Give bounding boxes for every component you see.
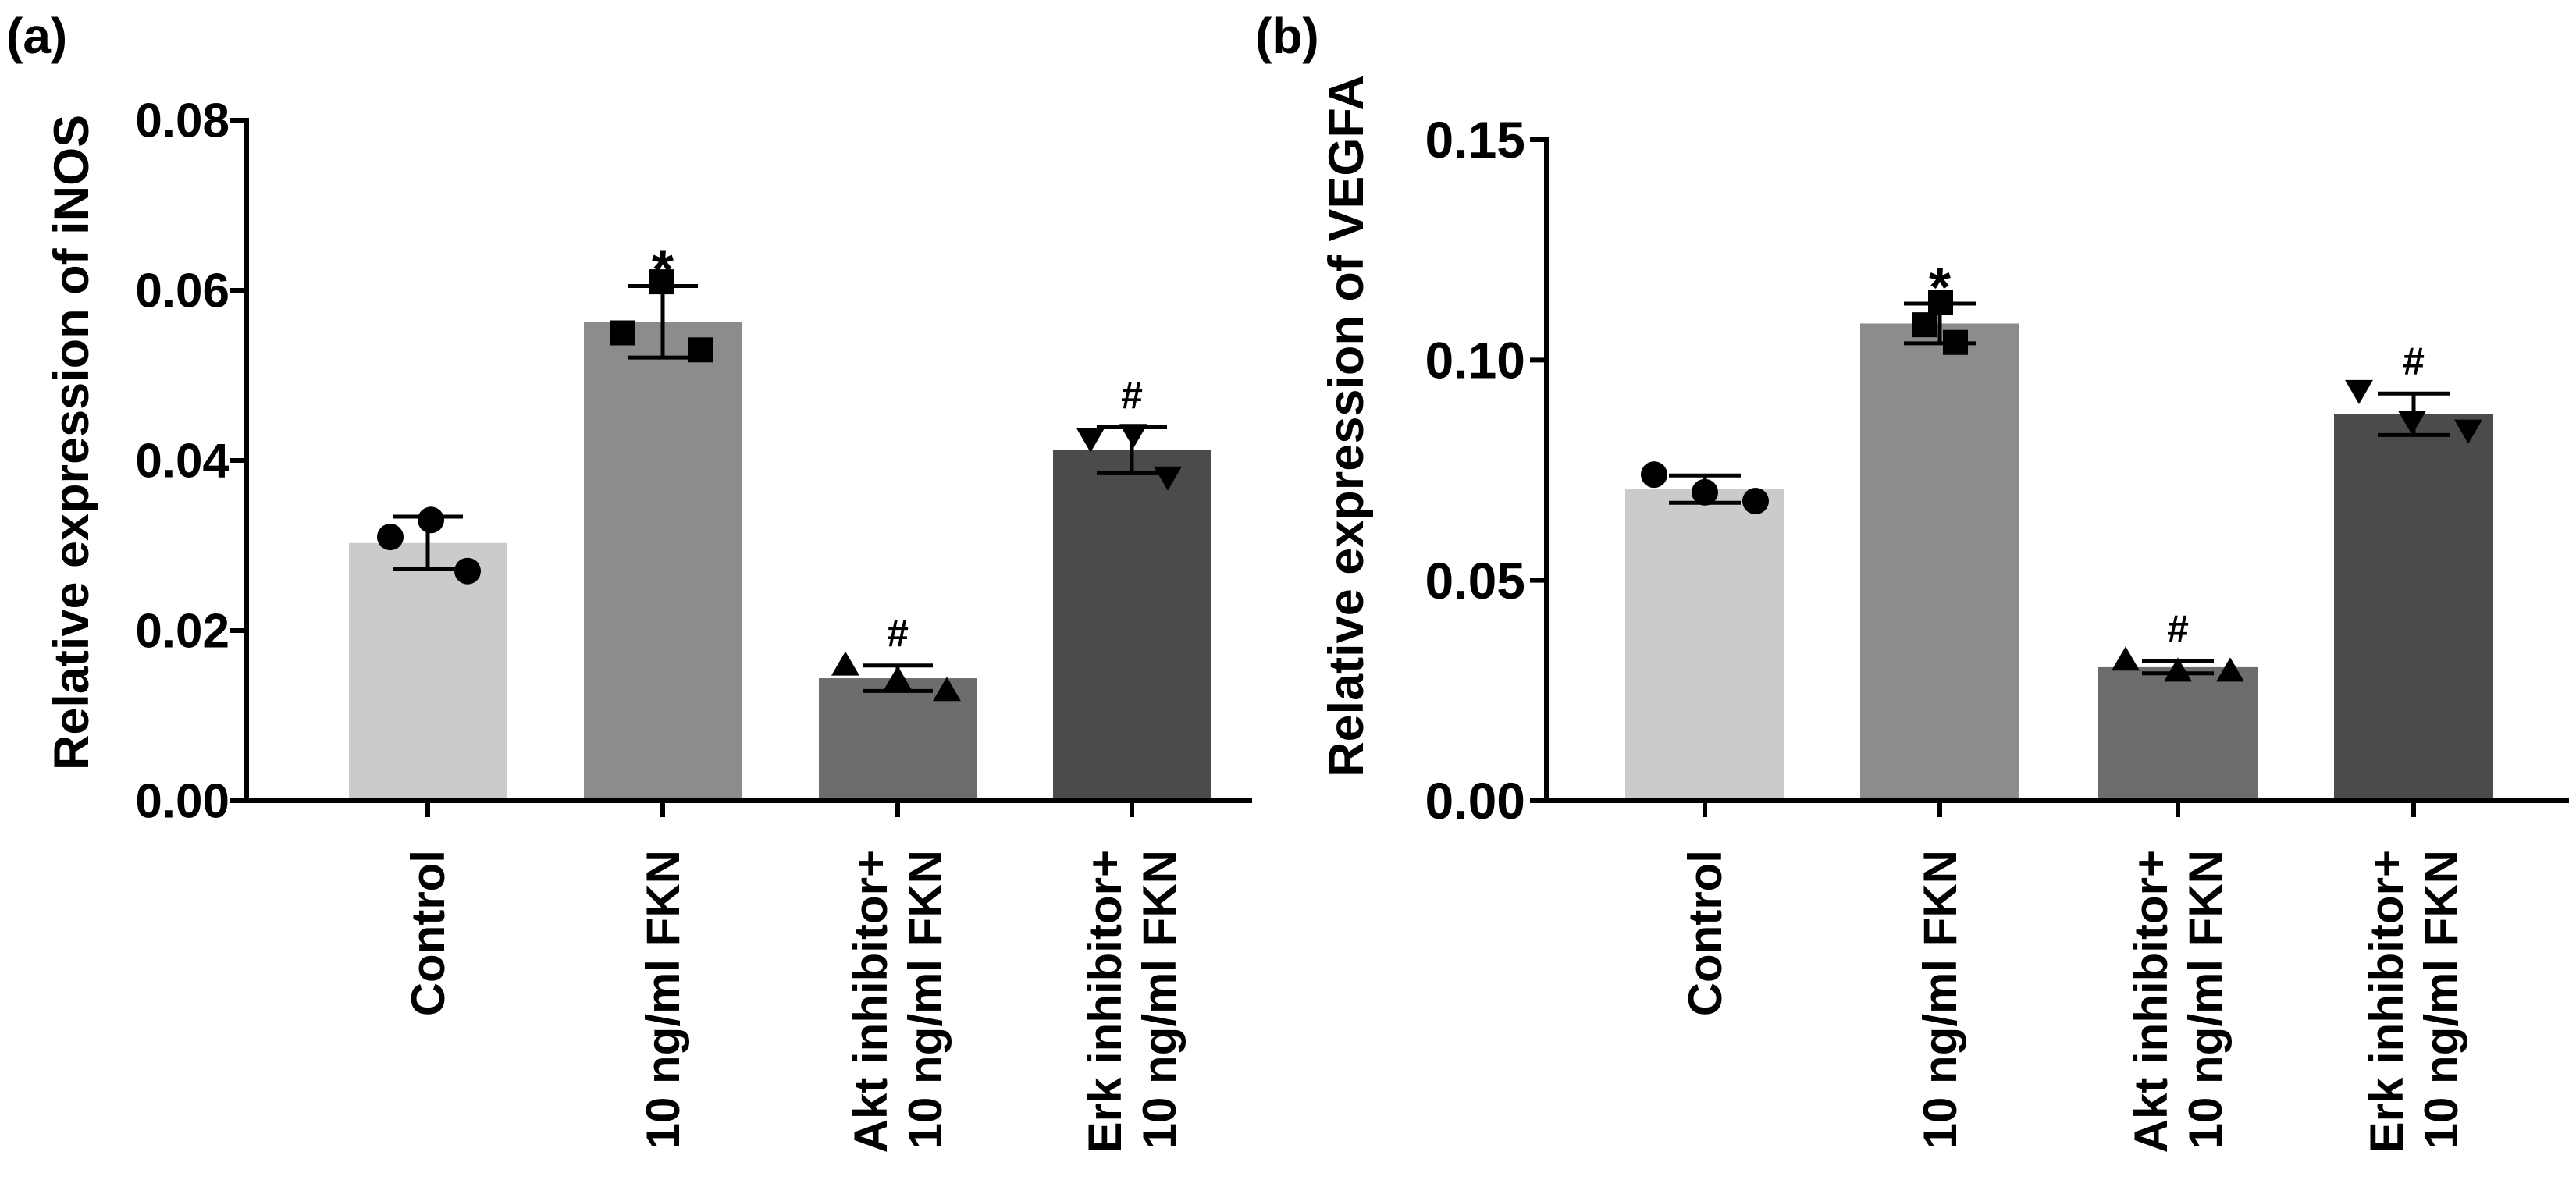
data-point-control (1742, 488, 1769, 515)
significance-marker: # (1121, 373, 1143, 417)
category-label: Erk inhibitor+ (2361, 850, 2413, 1153)
category-label: Akt inhibitor+ (845, 850, 897, 1153)
y-tick-label: 0.00 (1425, 772, 1525, 830)
category-label: Control (402, 850, 454, 1016)
data-point-10-ng-ml-fkn (688, 337, 713, 363)
chart-panel-a: (a) Relative expression of iNOS * # #0.00 0.0… (6, 8, 1252, 1153)
bar-10-ng-ml-fkn (584, 322, 742, 801)
y-tick-label: 0.15 (1425, 111, 1525, 169)
panel-label: (a) (6, 8, 67, 64)
category-label: 10 ng/ml FKN (2179, 850, 2232, 1149)
data-point-erk-inhibitor-10-ng-ml-fkn (1119, 424, 1147, 449)
data-point-erk-inhibitor-10-ng-ml-fkn (1154, 466, 1182, 491)
data-point-10-ng-ml-fkn (610, 320, 635, 346)
significance-marker: # (887, 612, 909, 656)
category-label: Control (1679, 850, 1731, 1016)
significance-marker: # (2167, 607, 2189, 651)
data-point-control (1692, 478, 1718, 506)
data-point-10-ng-ml-fkn (649, 269, 674, 295)
y-tick-label: 0.02 (135, 605, 229, 659)
category-label: 10 ng/ml FKN (2415, 850, 2467, 1149)
y-tick-label: 0.10 (1425, 331, 1525, 389)
data-point-erk-inhibitor-10-ng-ml-fkn (2454, 419, 2482, 444)
data-point-erk-inhibitor-10-ng-ml-fkn (1076, 428, 1105, 453)
category-label: 10 ng/ml FKN (899, 850, 952, 1149)
bar-control (1625, 489, 1784, 801)
data-point-akt-inhibitor-10-ng-ml-fkn (2164, 657, 2192, 682)
category-label: 10 ng/ml FKN (1133, 850, 1186, 1149)
data-point-akt-inhibitor-10-ng-ml-fkn (2216, 657, 2244, 682)
bar-control (349, 542, 507, 801)
panel-label: (b) (1255, 8, 1319, 64)
data-point-akt-inhibitor-10-ng-ml-fkn (831, 651, 859, 676)
data-point-erk-inhibitor-10-ng-ml-fkn (2398, 411, 2426, 435)
category-label: Erk inhibitor+ (1079, 850, 1131, 1153)
bar-akt-inhibitor-10-ng-ml-fkn (2098, 666, 2258, 801)
y-tick-label: 0.06 (135, 265, 229, 318)
data-point-control (377, 524, 404, 551)
data-point-akt-inhibitor-10-ng-ml-fkn (884, 666, 912, 691)
category-label: 10 ng/ml FKN (1914, 850, 1966, 1149)
significance-marker: * (652, 240, 674, 302)
y-tick-label: 0.04 (135, 435, 229, 489)
category-label: Akt inhibitor+ (2125, 850, 2177, 1153)
y-tick-label: 0.05 (1425, 552, 1525, 610)
chart-panel-b: (b)Relative expression of VEGFA * # #0.00 0.… (1255, 8, 2569, 1153)
y-tick-label: 0.08 (135, 94, 229, 148)
data-point-control (1641, 461, 1667, 489)
y-axis-title: Relative expression of iNOS (44, 115, 99, 770)
data-point-akt-inhibitor-10-ng-ml-fkn (2112, 646, 2140, 671)
y-tick-label: 0.00 (135, 775, 229, 829)
data-point-erk-inhibitor-10-ng-ml-fkn (2345, 379, 2373, 404)
significance-marker: * (1929, 257, 1951, 319)
data-point-10-ng-ml-fkn (1943, 329, 1968, 355)
bar-erk-inhibitor-10-ng-ml-fkn (1053, 450, 1211, 801)
bar-10-ng-ml-fkn (1860, 323, 2019, 801)
data-point-10-ng-ml-fkn (1912, 312, 1937, 338)
significance-marker: # (2403, 339, 2425, 383)
data-point-10-ng-ml-fkn (1928, 290, 1953, 315)
category-label: 10 ng/ml FKN (637, 850, 689, 1149)
bar-erk-inhibitor-10-ng-ml-fkn (2334, 414, 2493, 801)
data-point-control (418, 506, 444, 534)
y-axis-title: Relative expression of VEGFA (1319, 75, 1374, 777)
data-point-control (454, 557, 481, 585)
data-point-akt-inhibitor-10-ng-ml-fkn (933, 677, 961, 702)
